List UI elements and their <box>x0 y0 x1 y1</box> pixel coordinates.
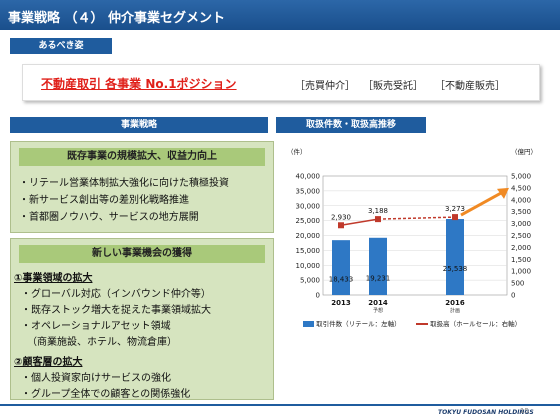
x-tick-label: 2013 <box>331 299 351 307</box>
legend-bar-label: 取引件数（リテール：左軸） <box>316 320 401 328</box>
line-value-label: 3,273 <box>445 205 465 213</box>
line-segment <box>340 218 379 227</box>
x-tick-note: 予想 <box>373 307 383 314</box>
vision-segment: ［不動産販売］ <box>435 81 505 92</box>
chart: 0 5,000 10,000 15,000 20,000 25,000 30,000 35,0… <box>287 147 537 314</box>
right-tick-label: 3,500 <box>511 208 531 216</box>
right-tick-label: 3,000 <box>511 220 531 228</box>
existing-item: ・リテール営業体制拡大強化に向けた積極投資 <box>19 178 229 189</box>
title-bar: 事業戦略 （４） 仲介事業セグメント <box>0 0 560 30</box>
strategy-label: 事業戦略 <box>10 117 268 133</box>
legend-bar: 取引件数（リテール：左軸） <box>303 318 401 328</box>
footer-line <box>0 404 560 406</box>
sec1-item: （商業施設、ホテル、物流倉庫） <box>27 337 177 348</box>
legend-line: 取扱高（ホールセール：右軸） <box>416 318 521 328</box>
vision-main: 不動産取引 各事業 No.1ポジション <box>41 77 237 91</box>
vision-box: 不動産取引 各事業 No.1ポジション ［売買仲介］ ［販売受託］ ［不動産販売… <box>22 64 540 101</box>
company-logo: TOKYU FUDOSAN HOLDINGS <box>438 409 534 416</box>
left-tick-label: 35,000 <box>296 187 321 195</box>
right-tick-label: 2,500 <box>511 232 531 240</box>
right-tick-label: 1,500 <box>511 256 531 264</box>
sec1-heading: ①事業領域の拡大 <box>14 273 93 284</box>
line-segment <box>377 216 456 220</box>
right-tick-label: 1,000 <box>511 268 531 276</box>
left-tick-label: 20,000 <box>296 232 321 240</box>
bar <box>369 237 387 295</box>
sec2-item: ・グループ全体での顧客との関係強化 <box>21 389 191 400</box>
line-value-label: 2,930 <box>331 213 351 221</box>
line-point <box>338 222 344 229</box>
sec2-item: ・個人投資家向けサービスの強化 <box>21 373 171 384</box>
left-axis-unit: （件） <box>287 147 307 156</box>
right-tick-label: 5,000 <box>511 173 531 181</box>
trend-arrow-shaft <box>460 190 504 217</box>
left-tick-label: 40,000 <box>296 173 321 181</box>
left-tick-label: 25,000 <box>296 217 321 225</box>
right-axis-unit: （億円） <box>511 147 537 156</box>
line-point <box>375 216 381 223</box>
bar-value-label: 25,538 <box>443 265 468 273</box>
vision-label: あるべき姿 <box>10 38 112 54</box>
left-tick-label: 30,000 <box>296 202 321 210</box>
right-tick-label: 0 <box>511 292 515 300</box>
right-tick-label: 2,000 <box>511 244 531 252</box>
line-point <box>452 214 458 221</box>
new-heading: 新しい事業機会の獲得 <box>19 245 265 263</box>
right-tick-label: 500 <box>511 280 524 288</box>
legend-line-label: 取扱高（ホールセール：右軸） <box>430 320 522 328</box>
x-tick-label: 2014 <box>368 299 388 307</box>
left-tick-label: 5,000 <box>300 277 320 285</box>
x-tick-label: 2016 <box>445 299 465 307</box>
right-tick-label: 4,500 <box>511 184 531 192</box>
vision-segment: ［売買仲介］ <box>295 81 355 92</box>
existing-item: ・新サービス創出等の差別化戦略推進 <box>19 195 189 206</box>
bar <box>446 219 464 295</box>
sec1-item: ・既存ストック増大を捉えた事業領域拡大 <box>21 305 211 316</box>
sec1-item: ・グローバル対応（インバウンド仲介等） <box>21 289 211 300</box>
trend-arrow-head <box>497 187 509 199</box>
legend-bar-swatch <box>303 321 314 327</box>
bar <box>332 240 350 295</box>
left-tick-label: 0 <box>316 292 320 300</box>
right-tick-label: 4,000 <box>511 196 531 204</box>
vision-segment: ［販売受託］ <box>363 81 423 92</box>
chart-panel-label: 取扱件数・取扱高推移 <box>276 117 426 133</box>
left-tick-label: 15,000 <box>296 247 321 255</box>
line-value-label: 3,188 <box>368 207 388 215</box>
page-number: 15 <box>520 407 529 415</box>
strategy-box-new: 新しい事業機会の獲得 ①事業領域の拡大 ・グローバル対応（インバウンド仲介等） … <box>10 238 274 400</box>
existing-heading: 既存事業の規模拡大、収益力向上 <box>19 148 265 166</box>
bar-value-label: 19,231 <box>366 274 391 282</box>
x-tick-note: 計画 <box>450 307 460 314</box>
strategy-box-existing: 既存事業の規模拡大、収益力向上 ・リテール営業体制拡大強化に向けた積極投資 ・新… <box>10 141 274 233</box>
sec2-heading: ②顧客層の拡大 <box>14 357 83 368</box>
bar-value-label: 18,433 <box>329 276 354 284</box>
existing-item: ・首都圏ノウハウ、サービスの地方展開 <box>19 212 199 223</box>
left-tick-label: 10,000 <box>296 262 321 270</box>
page-title: 事業戦略 （４） 仲介事業セグメント <box>8 11 226 26</box>
sec1-item: ・オペレーショナルアセット領域 <box>21 321 171 332</box>
legend-line-swatch <box>416 323 428 325</box>
